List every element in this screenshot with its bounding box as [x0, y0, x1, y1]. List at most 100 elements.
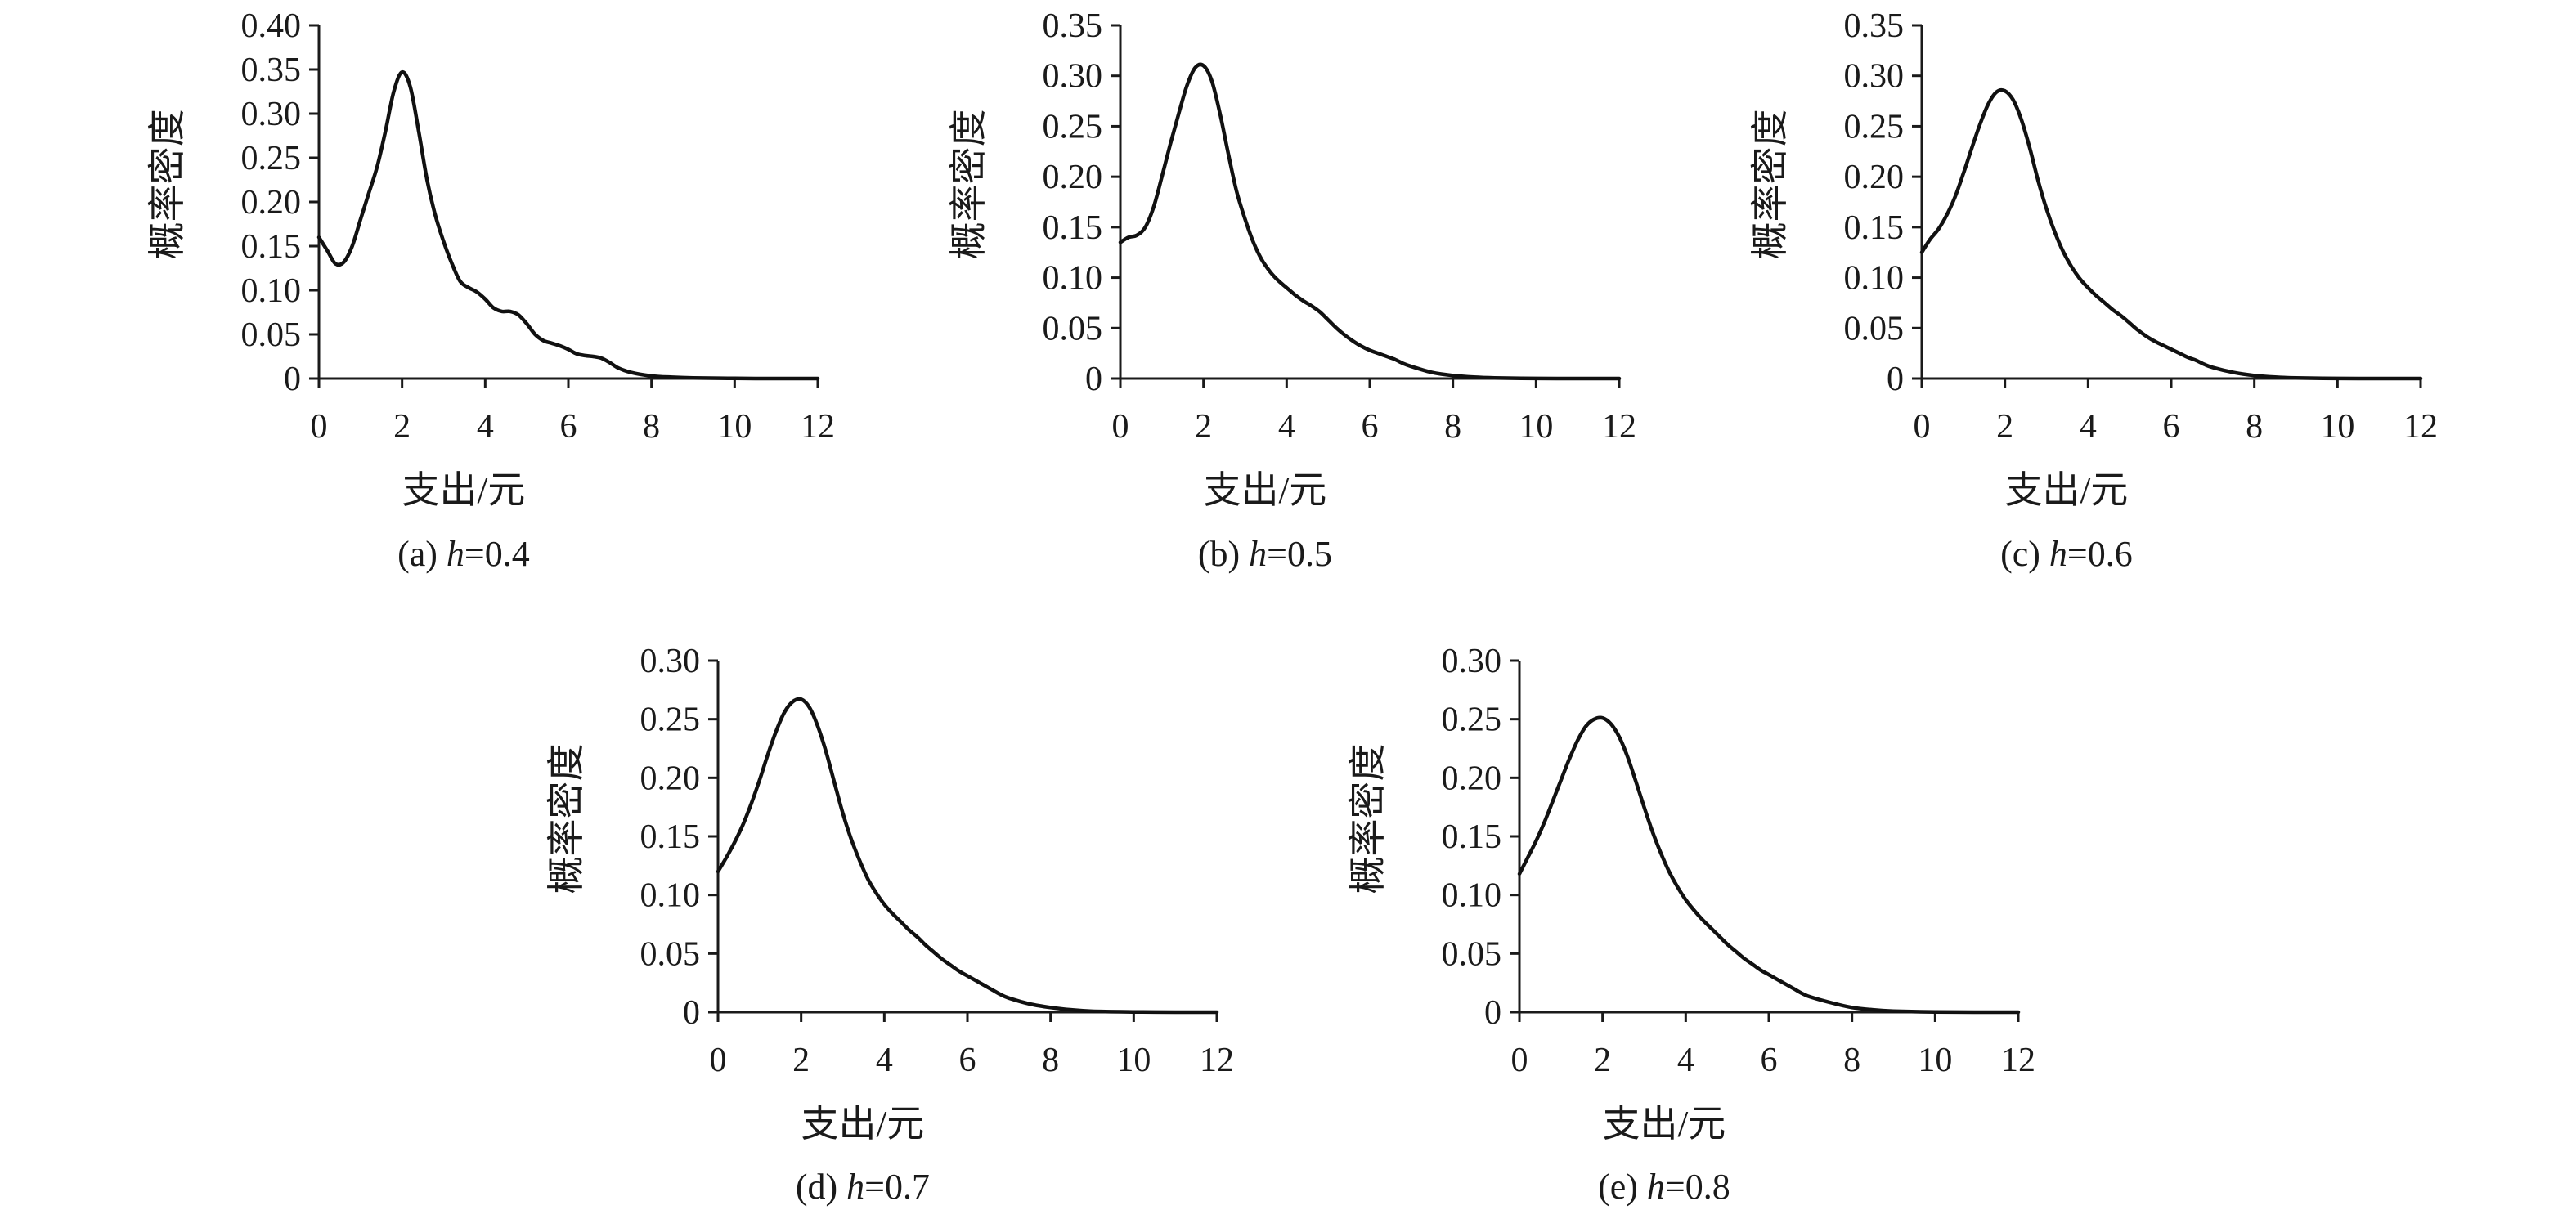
chart-panel-0: 0 0.05 0.10 0.15 0.20 0.25 0.30 0.35 0.40 0 2 4 6 8 10…: [146, 7, 835, 574]
x-tick-label: 2: [792, 1042, 810, 1079]
x-tick-label: 12: [801, 408, 835, 446]
y-axis-label: 概率密度: [948, 109, 990, 259]
y-tick-label: 0.35: [1043, 7, 1103, 45]
y-tick-label: 0: [1484, 994, 1501, 1032]
y-tick-label: 0.30: [241, 96, 302, 133]
x-tick-label: 10: [1519, 408, 1553, 446]
x-tick-label: 6: [959, 1042, 976, 1079]
x-tick-label: 4: [1278, 408, 1295, 446]
density-curve-0: [716, 697, 1219, 1015]
y-tick-label: 0.10: [1442, 877, 1502, 915]
x-tick-label: 6: [2163, 408, 2180, 446]
y-tick-label: 0.30: [1442, 643, 1502, 680]
caption-part: (d): [796, 1167, 846, 1207]
y-tick-label: 0.05: [1043, 310, 1103, 347]
y-tick-label: 0.15: [640, 818, 701, 856]
y-tick-label: 0.30: [640, 643, 701, 680]
y-tick-label: 0.40: [241, 7, 302, 45]
caption-part: (b): [1198, 534, 1249, 574]
density-curve-0: [316, 69, 820, 381]
y-axis-label: 概率密度: [1749, 109, 1791, 259]
y-tick-label: 0.20: [241, 184, 302, 222]
x-tick-label: 2: [1996, 408, 2013, 446]
x-tick-label: 2: [1594, 1042, 1611, 1079]
x-tick-label: 0: [710, 1042, 727, 1079]
y-tick-label: 0.05: [241, 316, 302, 354]
chart-panel-3: 0 0.05 0.10 0.15 0.20 0.25 0.30 0 2 4 6 8 10 12 支出/元 概率…: [545, 643, 1234, 1207]
y-axis-label: 概率密度: [1347, 744, 1389, 894]
caption-part: h: [2049, 534, 2067, 574]
y-tick-label: 0: [1085, 361, 1102, 398]
x-tick-label: 4: [2080, 408, 2097, 446]
x-tick-label: 12: [2403, 408, 2438, 446]
x-axis-label: 支出/元: [1603, 1103, 1726, 1145]
x-tick-label: 12: [1602, 408, 1636, 446]
caption-part: =0.4: [464, 534, 530, 574]
x-tick-label: 10: [2320, 408, 2354, 446]
caption-part: h: [1249, 534, 1267, 574]
y-tick-label: 0.35: [1844, 7, 1905, 45]
x-axis-label: 支出/元: [801, 1103, 925, 1145]
x-tick-label: 10: [1918, 1042, 1952, 1079]
y-tick-label: 0.20: [1442, 760, 1502, 797]
y-tick-label: 0.25: [1043, 108, 1103, 146]
x-tick-label: 8: [2246, 408, 2263, 446]
x-tick-label: 6: [560, 408, 577, 446]
x-tick-label: 6: [1362, 408, 1379, 446]
panel-caption: (a) h=0.4: [397, 534, 530, 574]
x-tick-label: 10: [717, 408, 752, 446]
x-tick-label: 2: [1195, 408, 1212, 446]
x-tick-label: 4: [876, 1042, 893, 1079]
x-tick-label: 12: [1200, 1042, 1234, 1079]
caption-part: (a): [397, 534, 447, 574]
x-tick-label: 0: [311, 408, 328, 446]
y-tick-label: 0.10: [1043, 260, 1103, 298]
y-axis-label: 概率密度: [545, 744, 587, 894]
caption-part: h: [846, 1167, 864, 1207]
x-tick-label: 8: [1843, 1042, 1860, 1079]
panel-caption: (c) h=0.6: [2000, 534, 2133, 574]
density-curve-0: [1919, 87, 2423, 381]
caption-part: =0.6: [2067, 534, 2133, 574]
y-tick-label: 0.25: [640, 701, 701, 739]
y-tick-label: 0.25: [1844, 108, 1905, 146]
x-tick-label: 10: [1116, 1042, 1151, 1079]
y-tick-label: 0.15: [1442, 818, 1502, 856]
y-tick-label: 0.20: [640, 760, 701, 797]
x-tick-label: 8: [643, 408, 660, 446]
y-tick-label: 0.05: [640, 935, 701, 973]
x-axis-label: 支出/元: [2005, 469, 2129, 511]
panel-caption: (d) h=0.7: [796, 1167, 930, 1207]
caption-part: =0.5: [1267, 534, 1332, 574]
y-tick-label: 0.05: [1442, 935, 1502, 973]
x-tick-label: 0: [1914, 408, 1931, 446]
y-tick-label: 0: [683, 994, 700, 1032]
x-tick-label: 12: [2001, 1042, 2035, 1079]
chart-panel-1: 0 0.05 0.10 0.15 0.20 0.25 0.30 0.35 0 2 4 6 8 10 12 支出…: [948, 7, 1636, 574]
caption-part: =0.7: [864, 1167, 930, 1207]
density-curve-0: [1118, 62, 1622, 381]
y-tick-label: 0.20: [1844, 159, 1905, 196]
y-tick-label: 0.20: [1043, 159, 1103, 196]
x-tick-label: 6: [1761, 1042, 1778, 1079]
panel-caption: (b) h=0.5: [1198, 534, 1332, 574]
y-tick-label: 0.15: [1043, 209, 1103, 247]
y-tick-label: 0.30: [1844, 58, 1905, 96]
y-tick-label: 0.10: [241, 272, 302, 310]
y-tick-label: 0: [1887, 361, 1904, 398]
density-curve-0: [1517, 715, 2021, 1015]
x-tick-label: 2: [393, 408, 411, 446]
x-axis-label: 支出/元: [402, 469, 526, 511]
y-tick-label: 0.10: [640, 877, 701, 915]
x-tick-label: 8: [1042, 1042, 1059, 1079]
x-tick-label: 4: [1677, 1042, 1694, 1079]
caption-part: (c): [2000, 534, 2049, 574]
caption-part: =0.8: [1665, 1167, 1730, 1207]
x-tick-label: 0: [1112, 408, 1129, 446]
caption-part: (e): [1598, 1167, 1647, 1207]
y-axis-label: 概率密度: [146, 109, 188, 259]
y-tick-label: 0.10: [1844, 260, 1905, 298]
caption-part: h: [447, 534, 464, 574]
x-tick-label: 8: [1444, 408, 1461, 446]
